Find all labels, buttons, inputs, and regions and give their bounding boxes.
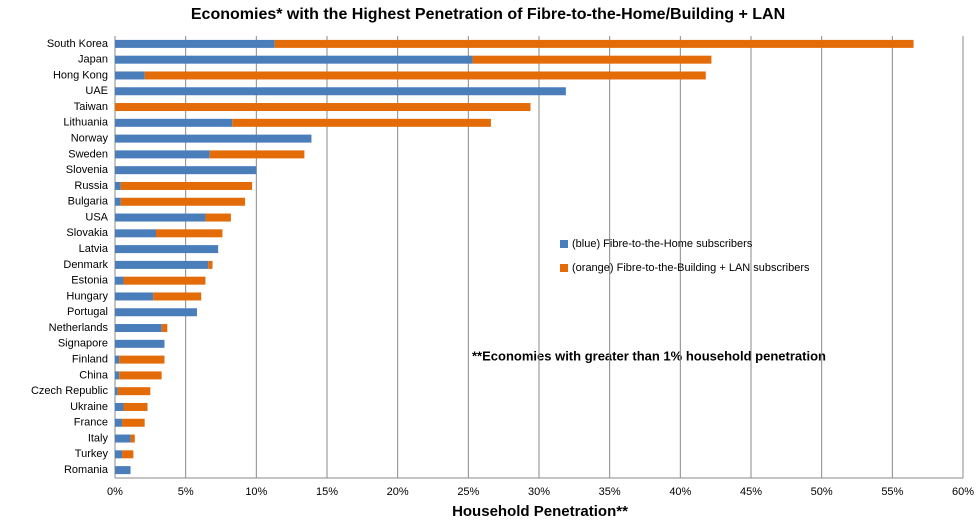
bar (122, 418, 145, 427)
x-tick-label: 55% (881, 486, 903, 498)
y-tick-label: Czech Republic (31, 385, 109, 397)
legend-label: (orange) Fibre-to-the-Building + LAN sub… (572, 262, 810, 274)
y-tick-label: Turkey (75, 448, 109, 460)
bar (115, 55, 473, 64)
bar (120, 181, 253, 190)
y-tick-label: Sweden (68, 148, 108, 160)
chart-title: Economies* with the Highest Penetration … (191, 6, 785, 23)
bar (153, 292, 202, 301)
y-tick-label: Hungary (66, 290, 108, 302)
bar (122, 450, 134, 459)
bar (115, 118, 233, 127)
y-tick-label: Latvia (79, 243, 109, 255)
bar (115, 418, 123, 427)
x-tick-label: 35% (599, 486, 621, 498)
bar (472, 55, 712, 64)
bar (115, 387, 118, 396)
x-tick-label: 15% (316, 486, 338, 498)
bar (115, 466, 131, 475)
bar (115, 292, 154, 301)
x-tick-label: 50% (811, 486, 833, 498)
y-tick-label: Romania (64, 464, 109, 476)
y-tick-label: Lithuania (63, 117, 109, 129)
bar (117, 387, 151, 396)
bar (115, 166, 257, 175)
bar (123, 276, 206, 285)
x-axis-title: Household Penetration** (452, 503, 628, 520)
bar (209, 150, 305, 159)
y-tick-label: Finland (72, 354, 108, 366)
x-tick-label: 5% (178, 486, 194, 498)
y-tick-label: USA (85, 211, 108, 223)
y-tick-label: Japan (78, 54, 108, 66)
bar (115, 371, 120, 380)
bar (115, 260, 209, 269)
y-tick-label: Estonia (71, 275, 109, 287)
y-tick-label: Russia (74, 180, 109, 192)
x-tick-label: 10% (245, 486, 267, 498)
bar (208, 260, 213, 269)
bar (205, 213, 231, 222)
y-tick-label: Slovakia (66, 227, 108, 239)
x-tick-label: 40% (669, 486, 691, 498)
y-tick-label: UAE (85, 85, 108, 97)
y-tick-label: Ukraine (70, 401, 108, 413)
y-tick-label: Denmark (63, 259, 108, 271)
bar (115, 71, 145, 80)
y-tick-label: Hong Kong (53, 69, 108, 81)
x-tick-label: 30% (528, 486, 550, 498)
bar (274, 39, 914, 48)
legend-swatch (560, 240, 568, 248)
annotation: **Economies with greater than 1% househo… (472, 348, 826, 363)
bar (115, 450, 123, 459)
bar (115, 39, 275, 48)
y-tick-label: France (74, 417, 108, 429)
bar (115, 245, 219, 254)
legend-swatch (560, 264, 568, 272)
bar (115, 324, 162, 333)
bar (119, 371, 162, 380)
bar (115, 308, 197, 317)
bar (115, 402, 124, 411)
bar (232, 118, 491, 127)
bar (115, 213, 206, 222)
y-tick-label: Italy (88, 432, 109, 444)
bar (115, 150, 210, 159)
bar (155, 229, 223, 238)
legend-label: (blue) Fibre-to-the-Home subscribers (572, 238, 753, 250)
y-tick-label: Taiwan (74, 101, 108, 113)
bar (123, 402, 148, 411)
bar (115, 87, 566, 96)
y-tick-label: South Korea (47, 38, 109, 50)
bar (144, 71, 706, 80)
bar (115, 355, 120, 364)
bar (115, 197, 121, 206)
y-tick-label: Norway (71, 133, 109, 145)
bar (115, 229, 156, 238)
bar (115, 134, 312, 143)
bar (161, 324, 168, 333)
bar (115, 434, 131, 443)
bar (115, 339, 165, 348)
bar (115, 181, 121, 190)
bar (115, 103, 531, 112)
x-tick-label: 25% (457, 486, 479, 498)
bar (119, 355, 165, 364)
y-tick-label: Signapore (58, 338, 108, 350)
x-tick-label: 20% (387, 486, 409, 498)
bar (130, 434, 135, 443)
x-tick-label: 60% (952, 486, 974, 498)
x-tick-label: 45% (740, 486, 762, 498)
bar (120, 197, 246, 206)
y-tick-label: Portugal (67, 306, 108, 318)
y-tick-label: Bulgaria (68, 196, 109, 208)
y-tick-label: China (79, 369, 109, 381)
y-tick-label: Netherlands (49, 322, 109, 334)
x-tick-label: 0% (107, 486, 123, 498)
y-tick-label: Slovenia (66, 164, 109, 176)
bar (115, 276, 124, 285)
